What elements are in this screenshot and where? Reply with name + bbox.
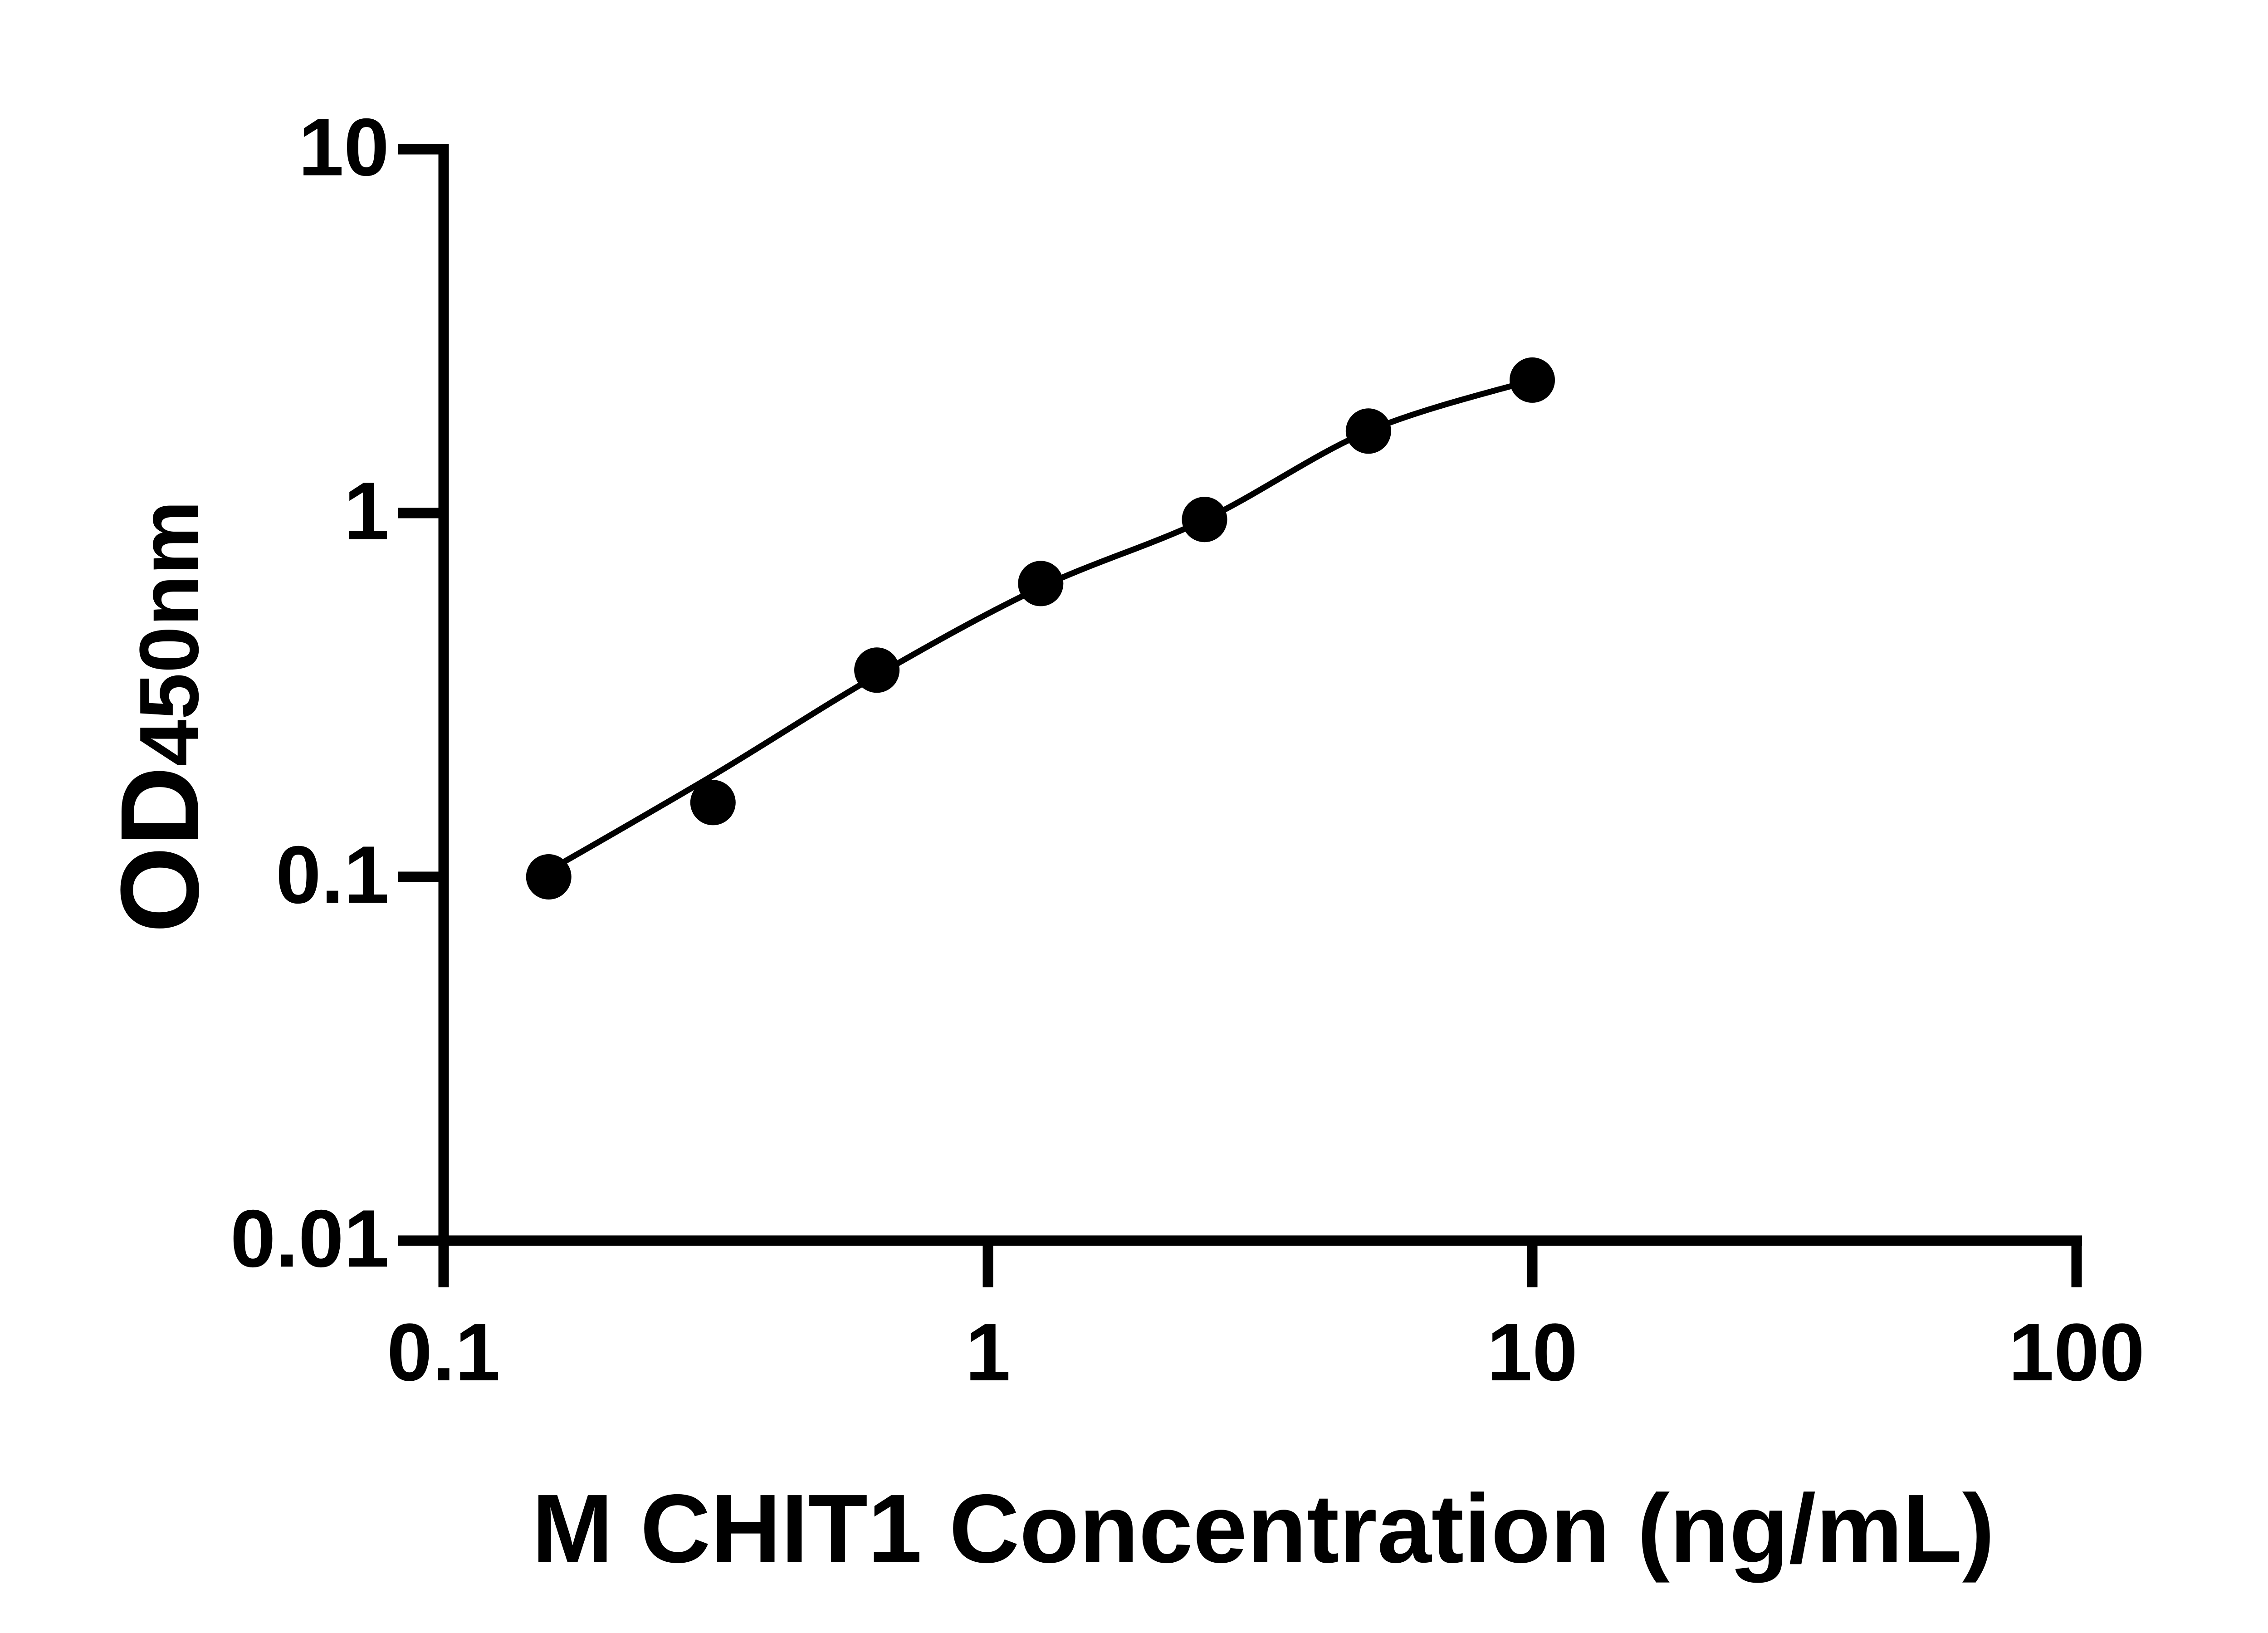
data-point-marker (1510, 357, 1555, 403)
x-tick-label: 10 (1486, 1307, 1578, 1398)
y-tick-label: 0.1 (275, 829, 389, 921)
y-axis-title: OD450nm (98, 500, 222, 933)
data-point-marker (854, 647, 900, 693)
data-point-marker (690, 780, 736, 826)
x-tick-label: 0.1 (386, 1307, 501, 1398)
data-point-marker (526, 854, 572, 900)
y-tick-label: 10 (298, 102, 389, 193)
y-tick-label: 1 (343, 465, 389, 557)
x-tick-label: 100 (2008, 1307, 2145, 1398)
y-tick-label: 0.01 (230, 1193, 389, 1285)
data-point-marker (1182, 497, 1227, 543)
y-axis-title-main: OD (97, 766, 222, 933)
data-point-marker (1018, 561, 1064, 606)
data-point-marker (1345, 408, 1391, 454)
x-tick-label: 1 (965, 1307, 1011, 1398)
x-axis-title: M CHIT1 Concentration (ng/mL) (532, 1474, 1995, 1583)
y-axis-title-sub: 450nm (122, 500, 216, 767)
